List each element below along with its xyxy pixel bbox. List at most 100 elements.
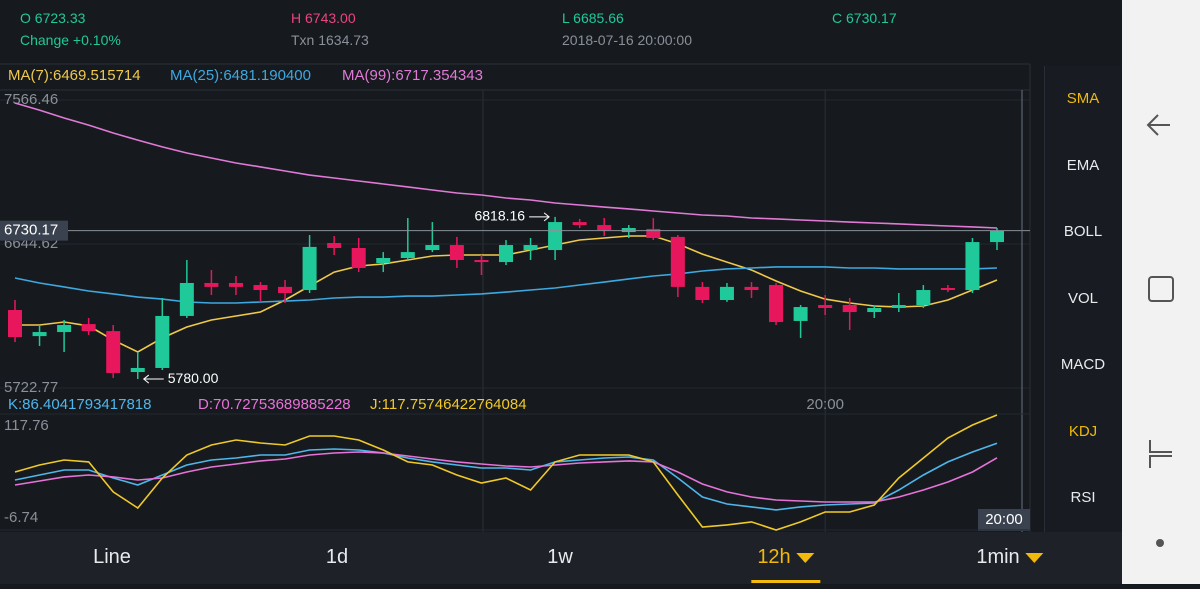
candle-body <box>253 285 268 291</box>
legend-entry: J:117.75746422764084 <box>370 396 527 413</box>
candle-body <box>8 310 22 338</box>
indicator-line <box>14 451 998 503</box>
candle-body <box>916 290 931 306</box>
legend-entry: MA(7):6469.515714 <box>8 67 141 84</box>
candle-body <box>351 248 366 268</box>
candle-body <box>81 324 96 332</box>
indicator-option[interactable]: EMA <box>1066 156 1100 174</box>
candle-body <box>400 252 415 258</box>
close-price: C 6730.17 <box>832 10 897 26</box>
high-price: H 6743.00 <box>291 10 356 26</box>
candle-body <box>940 287 955 291</box>
candle-body <box>155 315 170 368</box>
annotation-label: 6818.16 <box>474 208 525 224</box>
candle-body <box>327 243 342 249</box>
y-tick-label: 117.76 <box>4 417 49 434</box>
low-price: L 6685.66 <box>562 10 624 26</box>
chart-background <box>0 0 1044 532</box>
legend-entry: D:70.72753689885228 <box>198 396 351 413</box>
candle-body <box>646 228 661 239</box>
candle-body <box>842 305 857 313</box>
candle-body <box>818 305 833 308</box>
indicator-line <box>14 266 998 304</box>
dropdown-arrow <box>1025 552 1044 563</box>
crosshair-time: 20:00 <box>985 511 1023 528</box>
candle-body <box>523 245 538 251</box>
candle-body <box>32 332 47 337</box>
candle-body <box>106 331 121 373</box>
tab-label: 1d <box>325 546 349 568</box>
candle-body <box>670 236 685 287</box>
candle-body <box>965 242 980 291</box>
candle-body <box>228 282 243 287</box>
indicator-option[interactable]: MACD <box>1060 356 1106 373</box>
menu-dot[interactable] <box>1156 539 1164 547</box>
tab-label: 1min <box>976 546 1020 568</box>
candle-body <box>769 285 784 323</box>
recent-button[interactable] <box>1148 276 1174 302</box>
indicator-option[interactable]: VOL <box>1067 289 1098 307</box>
interval-tab[interactable]: 1w <box>547 546 573 569</box>
annotation-arrow <box>529 212 550 222</box>
y-tick-label: 5722.77 <box>4 379 58 396</box>
legend-entry: MA(99):6717.354343 <box>342 67 483 84</box>
interval-tab[interactable]: 12h <box>751 546 821 583</box>
interval-tab[interactable]: 1min <box>976 546 1044 569</box>
y-tick-label: -6.74 <box>4 509 38 526</box>
annotation-arrow <box>142 374 164 384</box>
candle-body <box>278 286 293 293</box>
indicator-option[interactable]: RSI <box>1070 489 1096 506</box>
annotation-label: 5780.00 <box>168 370 219 386</box>
candle-body <box>57 325 72 333</box>
tab-label: Line <box>93 546 131 568</box>
x-tick-label: 20:00 <box>806 396 844 413</box>
interval-tab[interactable]: Line <box>93 546 131 569</box>
candle-body <box>695 286 710 301</box>
candle-body <box>179 282 194 316</box>
candle-body <box>376 257 391 263</box>
dropdown-arrow <box>796 552 815 563</box>
back-button[interactable] <box>1146 114 1170 136</box>
nav-icons <box>1146 114 1174 547</box>
legend-entry: MA(25):6481.190400 <box>170 67 311 84</box>
indicator-menu: SMA EMA BOLL VOL MACD KDJ RSI <box>1044 66 1121 532</box>
change: Change +0.10% <box>20 32 121 48</box>
candle-body <box>793 307 808 321</box>
candle-body <box>990 230 1004 243</box>
candle-body <box>130 367 145 373</box>
indicator-line <box>14 102 998 229</box>
candle-body <box>548 222 563 251</box>
active-underline <box>751 580 821 583</box>
y-tick-label: 7566.46 <box>4 91 58 108</box>
split-button[interactable] <box>1149 440 1172 468</box>
candle-body <box>744 286 759 291</box>
candle-body <box>597 225 612 231</box>
indicator-option[interactable]: SMA <box>1066 90 1100 107</box>
candle-body <box>891 305 906 308</box>
indicator-line <box>14 442 998 511</box>
tab-label: 1w <box>547 546 573 568</box>
candle-body <box>425 245 440 251</box>
candle-body <box>474 260 489 263</box>
candle-body <box>867 307 882 313</box>
interval-tab[interactable]: 1d <box>326 546 348 569</box>
tab-label: 12h <box>757 546 791 568</box>
last-price-label: 6730.17 <box>4 222 58 239</box>
candle-body <box>499 245 513 263</box>
time: 2018-07-16 20:00:00 <box>562 32 692 48</box>
candle-body <box>449 245 464 261</box>
interval-tabs: Line 1d 1w 12h 1min <box>0 532 1122 584</box>
last-price-box <box>0 220 68 241</box>
candle-body <box>621 228 636 233</box>
indicator-option[interactable]: BOLL <box>1063 223 1103 240</box>
candle-body <box>302 246 317 291</box>
legend-entry: K:86.4041793417818 <box>8 396 151 413</box>
indicator-line <box>14 414 998 531</box>
chart: 7566.466644.625722.7720:006730.176818.16… <box>0 0 1044 532</box>
candle-body <box>572 222 587 226</box>
system-nav-bar <box>1122 0 1200 584</box>
candle-body <box>719 286 734 301</box>
txn: Txn 1634.73 <box>291 32 369 48</box>
indicator-option[interactable]: KDJ <box>1068 422 1098 440</box>
